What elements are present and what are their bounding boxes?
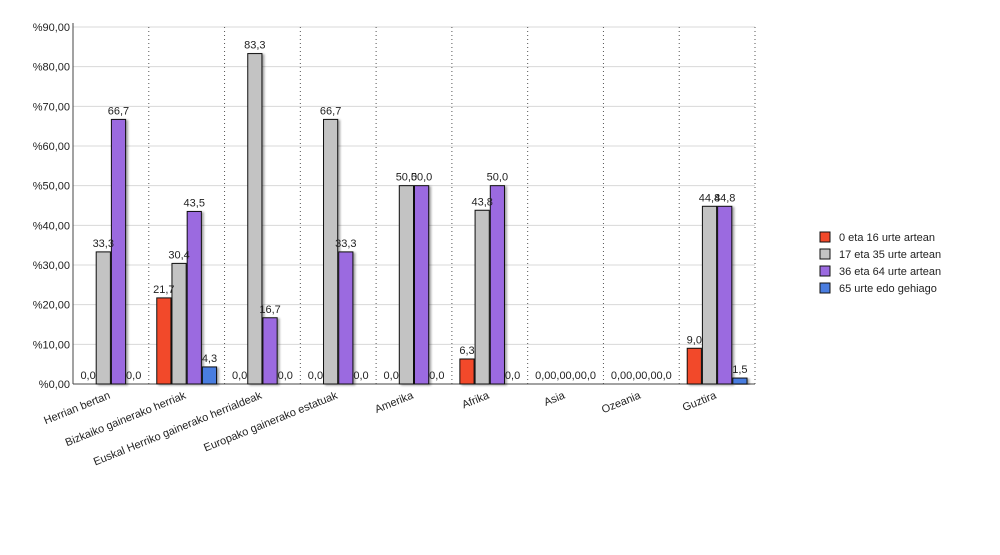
value-label: 83,3 (244, 40, 265, 52)
y-tick-label: %0,00 (39, 379, 70, 391)
bar (414, 185, 430, 385)
legend-label: 17 eta 35 urte artean (839, 249, 941, 261)
x-tick-label: Asia (542, 389, 567, 408)
y-tick-label: %70,00 (33, 101, 70, 113)
y-tick-label: %50,00 (33, 181, 70, 193)
bar (171, 262, 187, 385)
y-tick-label: %30,00 (33, 260, 70, 272)
value-label: 66,7 (108, 105, 129, 117)
bar (732, 377, 748, 385)
y-tick-label: %10,00 (33, 339, 70, 351)
legend-swatch (819, 282, 831, 294)
value-label: 0,0 (641, 370, 656, 382)
value-label: 43,8 (471, 196, 492, 208)
bars (95, 53, 748, 385)
bar (110, 118, 127, 385)
x-tick-label: Guztira (681, 389, 719, 414)
value-label: 0,0 (232, 370, 247, 382)
bar (95, 251, 111, 385)
y-tick-label: %40,00 (33, 220, 70, 232)
value-label: 9,0 (687, 334, 702, 346)
value-label: 0,0 (656, 370, 671, 382)
bar (338, 251, 354, 385)
value-label: 0,0 (611, 370, 626, 382)
bar (489, 185, 505, 385)
value-label: 0,0 (353, 370, 368, 382)
bar (262, 317, 278, 385)
x-tick-label: Europako gainerako estatuak (202, 389, 340, 454)
value-label: 1,5 (732, 364, 747, 376)
value-label: 33,3 (93, 238, 114, 250)
legend-swatch (819, 248, 831, 260)
value-label: 0,0 (278, 370, 293, 382)
value-label: 0,0 (550, 370, 565, 382)
y-tick-label: %90,00 (33, 22, 70, 34)
bar (201, 366, 218, 385)
value-label: 6,3 (459, 345, 474, 357)
legend-swatch (819, 231, 831, 243)
x-tick-label: Ozeania (600, 389, 643, 416)
value-label: 43,5 (184, 197, 205, 209)
value-label: 21,7 (153, 284, 174, 296)
value-label: 33,3 (335, 238, 356, 250)
value-label: 0,0 (626, 370, 641, 382)
value-label: 0,0 (126, 370, 141, 382)
bar (686, 347, 702, 385)
y-tick-label: %80,00 (33, 62, 70, 74)
value-label: 0,0 (429, 370, 444, 382)
value-label: 44,8 (714, 192, 735, 204)
value-label: 30,4 (168, 249, 189, 261)
legend-swatch (819, 265, 831, 277)
bar (398, 185, 414, 385)
value-label: 0,0 (308, 370, 323, 382)
x-tick-label: Afrika (460, 389, 491, 411)
bar (474, 209, 490, 385)
grid (72, 23, 756, 385)
legend-label: 0 eta 16 urte artean (839, 232, 935, 244)
bar (247, 53, 263, 385)
y-tick-label: %60,00 (33, 141, 70, 153)
value-label: 66,7 (320, 105, 341, 117)
x-tick-label: Bizkaiko gainerako herriak (64, 389, 189, 449)
bar (186, 210, 202, 385)
legend-label: 36 eta 64 urte artean (839, 266, 941, 278)
bar (701, 205, 718, 385)
value-label: 0,0 (384, 370, 399, 382)
value-label: 0,0 (566, 370, 581, 382)
x-tick-label: Amerika (373, 389, 416, 416)
value-label: 0,0 (581, 370, 596, 382)
value-label: 0,0 (535, 370, 550, 382)
y-tick-label: %20,00 (33, 300, 70, 312)
legend-label: 65 urte edo gehiago (839, 283, 937, 295)
bar (459, 358, 475, 385)
value-label: 4,3 (202, 353, 217, 365)
bar (156, 297, 172, 385)
x-tick-label: Herrian bertan (42, 390, 112, 427)
value-label: 0,0 (80, 370, 95, 382)
value-label: 50,0 (396, 172, 417, 184)
value-label: 0,0 (505, 370, 520, 382)
value-label: 50,0 (487, 172, 508, 184)
value-label: 50,0 (411, 172, 432, 184)
bar (323, 118, 339, 385)
bar (717, 205, 733, 385)
value-label: 44,8 (699, 192, 720, 204)
value-label: 16,7 (259, 304, 280, 316)
